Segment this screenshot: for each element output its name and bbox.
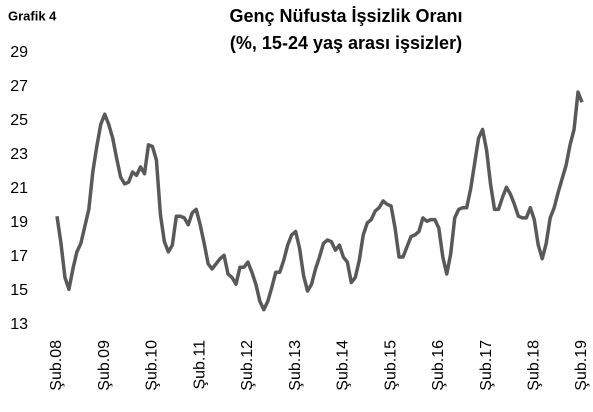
x-tick-label: Şub.11 [191, 340, 208, 390]
x-tick-label: Şub.17 [478, 340, 495, 391]
x-tick-label: Şub.15 [382, 340, 399, 391]
x-tick-label: Şub.18 [525, 340, 542, 391]
x-tick-label: Şub.12 [239, 340, 256, 391]
y-tick-label: 15 [10, 282, 28, 299]
x-tick-label: Şub.09 [96, 340, 113, 391]
y-tick-label: 17 [10, 248, 28, 265]
y-tick-label: 29 [10, 44, 28, 61]
y-tick-label: 25 [10, 112, 28, 129]
y-tick-label: 19 [10, 214, 28, 231]
y-tick-label: 21 [10, 180, 28, 197]
y-tick-label: 27 [10, 78, 28, 95]
x-tick-label: Şub.14 [335, 340, 352, 391]
x-tick-label: Şub.08 [48, 340, 65, 391]
chart-subtitle: (%, 15-24 yaş arası işsizler) [230, 33, 462, 53]
x-tick-label: Şub.13 [287, 340, 304, 391]
y-tick-label: 13 [10, 316, 28, 333]
data-line [55, 90, 584, 312]
x-tick-label: Şub.10 [144, 340, 161, 391]
x-tick-label: Şub.19 [573, 340, 590, 391]
chart-label: Grafik 4 [8, 8, 57, 23]
chart-title: Genç Nüfusta İşsizlik Oranı [229, 6, 462, 26]
y-tick-label: 23 [10, 146, 28, 163]
x-tick-label: Şub.16 [430, 340, 447, 391]
